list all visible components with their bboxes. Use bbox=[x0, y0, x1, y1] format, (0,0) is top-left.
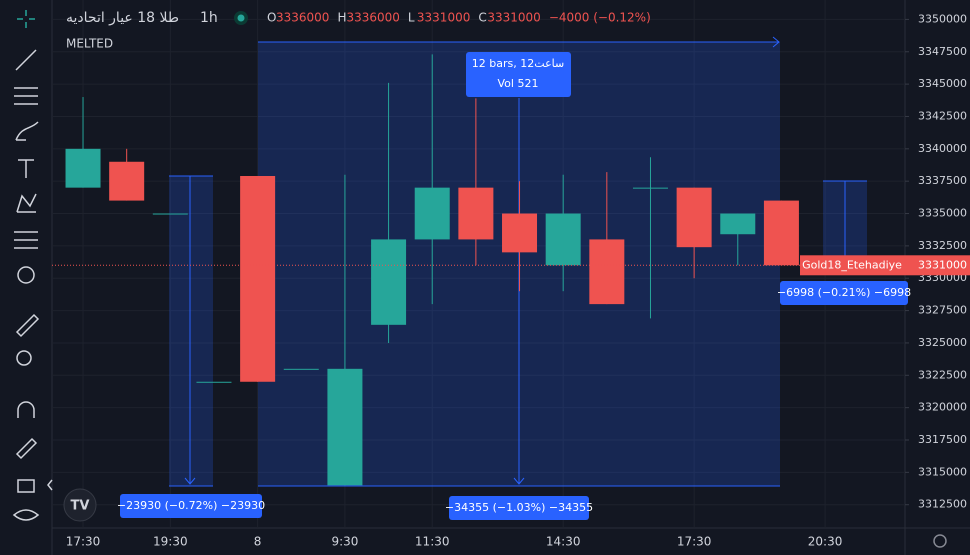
tool-brush[interactable] bbox=[15, 121, 39, 141]
candle-body bbox=[283, 368, 319, 370]
y-tick-label: 3312500 bbox=[918, 498, 967, 511]
last-price-name: Gold18_Etehadiye bbox=[802, 258, 902, 271]
tool-zoom[interactable] bbox=[16, 350, 32, 366]
tool-emoji[interactable] bbox=[17, 266, 35, 284]
interval: 1h bbox=[200, 10, 218, 26]
candle-body bbox=[763, 200, 799, 266]
candle-body bbox=[545, 213, 581, 266]
measure-label: −6998 (−0.21%) −6998 bbox=[777, 286, 911, 299]
tool-trendline[interactable] bbox=[15, 49, 37, 71]
candle-body bbox=[458, 187, 494, 240]
tool-eye[interactable] bbox=[12, 509, 40, 521]
x-tick-label: 11:30 bbox=[415, 535, 450, 549]
measure-label-bg bbox=[449, 496, 589, 520]
candle-body bbox=[632, 187, 668, 189]
measure-label-bg bbox=[780, 281, 908, 305]
y-tick-label: 3340000 bbox=[918, 142, 967, 155]
y-tick-label: 3335000 bbox=[918, 207, 967, 220]
range-arrow bbox=[184, 176, 196, 485]
y-tick-label: 3347500 bbox=[918, 45, 967, 58]
tool-text[interactable] bbox=[18, 159, 34, 178]
status-dot bbox=[237, 14, 245, 22]
tool-lock[interactable] bbox=[17, 479, 35, 493]
range-arrow bbox=[513, 98, 525, 485]
y-tick-label: 3342500 bbox=[918, 109, 967, 122]
ohlc-legend: O 3336000 H 3336000 L 3331000 C 3331000 −4000 (−… bbox=[267, 11, 651, 25]
y-tick-label: 3332500 bbox=[918, 239, 967, 252]
y-tick-label: 3327500 bbox=[918, 304, 967, 317]
x-tick-label: 20:30 bbox=[808, 535, 843, 549]
logo-mark: TV bbox=[71, 499, 90, 514]
x-tick-label: 17:30 bbox=[66, 535, 101, 549]
logo bbox=[63, 488, 97, 522]
candle-body bbox=[109, 161, 145, 201]
legend-key: H bbox=[337, 11, 346, 25]
candle-body bbox=[327, 368, 363, 486]
toolbar bbox=[12, 10, 53, 521]
legend-value: 3336000 bbox=[276, 11, 329, 25]
y-tick-label: 3315000 bbox=[918, 465, 967, 478]
tool-ruler[interactable] bbox=[15, 313, 40, 338]
y-tick-label: 3345000 bbox=[918, 77, 967, 90]
tool-fib[interactable] bbox=[14, 87, 38, 105]
x-tick-label: 19:30 bbox=[153, 535, 188, 549]
tool-pattern[interactable] bbox=[16, 193, 37, 213]
y-tick-label: 3320000 bbox=[918, 401, 967, 414]
range-arrow bbox=[258, 36, 780, 48]
range-box bbox=[169, 176, 213, 486]
legend-change: −4000 (−0.12%) bbox=[549, 11, 651, 25]
candle-body bbox=[371, 239, 407, 325]
range-tooltip bbox=[466, 52, 571, 97]
legend-value: 3331000 bbox=[487, 11, 540, 25]
range-bars: 12 bars, 12ساعت bbox=[472, 57, 564, 70]
legend-value: 3336000 bbox=[346, 11, 399, 25]
legend-key: C bbox=[478, 11, 486, 25]
y-tick-label: 3322500 bbox=[918, 368, 967, 381]
x-tick-label: 14:30 bbox=[546, 535, 581, 549]
legend-value: 3331000 bbox=[417, 11, 470, 25]
candle-body bbox=[589, 239, 625, 305]
tool-lock-draw[interactable] bbox=[15, 437, 38, 460]
tool-crosshair[interactable] bbox=[17, 10, 35, 28]
candle-body bbox=[196, 381, 232, 383]
legend-key: O bbox=[267, 11, 276, 25]
candle-body bbox=[65, 148, 101, 188]
y-tick-label: 3337500 bbox=[918, 174, 967, 187]
candle-body bbox=[152, 213, 188, 215]
measure-label: −23930 (−0.72%) −23930 bbox=[117, 499, 265, 512]
y-tick-label: 3350000 bbox=[918, 12, 967, 25]
subtitle: MELTED bbox=[66, 37, 113, 51]
toolbar-collapse[interactable] bbox=[47, 479, 53, 491]
candle-body bbox=[720, 213, 756, 235]
measure-label: −34355 (−1.03%) −34355 bbox=[445, 501, 593, 514]
last-price-name-bg bbox=[800, 255, 905, 276]
chart-title: طلا 18 عیار اتحادیه bbox=[66, 10, 179, 26]
legend-key: L bbox=[408, 11, 415, 25]
last-price-bg bbox=[905, 255, 970, 276]
candle-body bbox=[414, 187, 450, 240]
candle-body bbox=[240, 176, 276, 382]
range-volume: Vol 521 bbox=[498, 77, 539, 90]
settings[interactable] bbox=[933, 534, 947, 548]
candle-body bbox=[676, 187, 712, 248]
tool-magnet[interactable] bbox=[17, 401, 35, 418]
x-tick-label: 9:30 bbox=[331, 535, 358, 549]
tool-forecast[interactable] bbox=[14, 231, 38, 249]
x-tick-label: 8 bbox=[254, 535, 262, 549]
measure-label-bg bbox=[120, 494, 262, 518]
x-tick-label: 17:30 bbox=[677, 535, 712, 549]
candle-body bbox=[502, 213, 538, 253]
last-price-label: 3331000 bbox=[918, 258, 967, 271]
y-tick-label: 3317500 bbox=[918, 433, 967, 446]
plot bbox=[52, 54, 905, 486]
y-tick-label: 3325000 bbox=[918, 336, 967, 349]
